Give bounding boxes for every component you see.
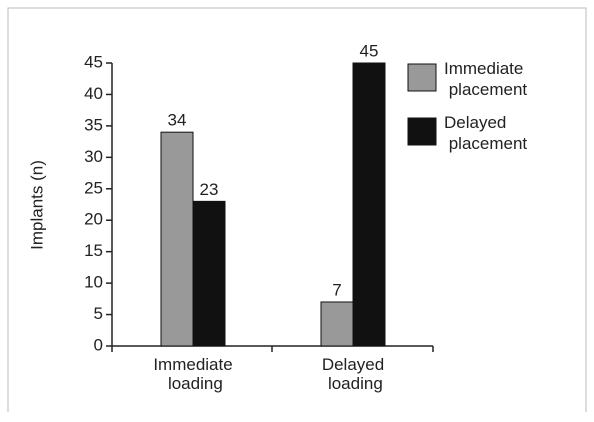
- y-tick-label: 45: [84, 52, 103, 71]
- x-tick-label: Immediate loading: [153, 355, 232, 393]
- bar: [352, 62, 386, 347]
- y-tick-label: 5: [94, 304, 103, 323]
- y-tick-label: 40: [84, 84, 103, 103]
- legend-label: Delayed placement: [444, 113, 527, 153]
- bar: [192, 200, 226, 347]
- bar: [160, 131, 194, 347]
- legend-swatch: [407, 63, 437, 92]
- y-tick-label: 20: [84, 210, 103, 229]
- value-label: 34: [168, 111, 187, 130]
- y-tick-label: 0: [94, 335, 103, 354]
- y-axis-label: Implants (n): [27, 160, 46, 250]
- y-tick-label: 35: [84, 115, 103, 134]
- y-tick-label: 10: [84, 273, 103, 292]
- frame: [7, 7, 587, 412]
- value-label: 45: [360, 41, 379, 60]
- bar: [320, 301, 354, 347]
- value-label: 7: [332, 280, 341, 299]
- y-tick-label: 15: [84, 241, 103, 260]
- x-tick-label: Delayed loading: [322, 355, 384, 393]
- y-tick-label: 30: [84, 147, 103, 166]
- legend-label: Immediate placement: [444, 59, 527, 99]
- value-label: 23: [200, 180, 219, 199]
- legend-swatch: [407, 117, 437, 146]
- y-tick-label: 25: [84, 178, 103, 197]
